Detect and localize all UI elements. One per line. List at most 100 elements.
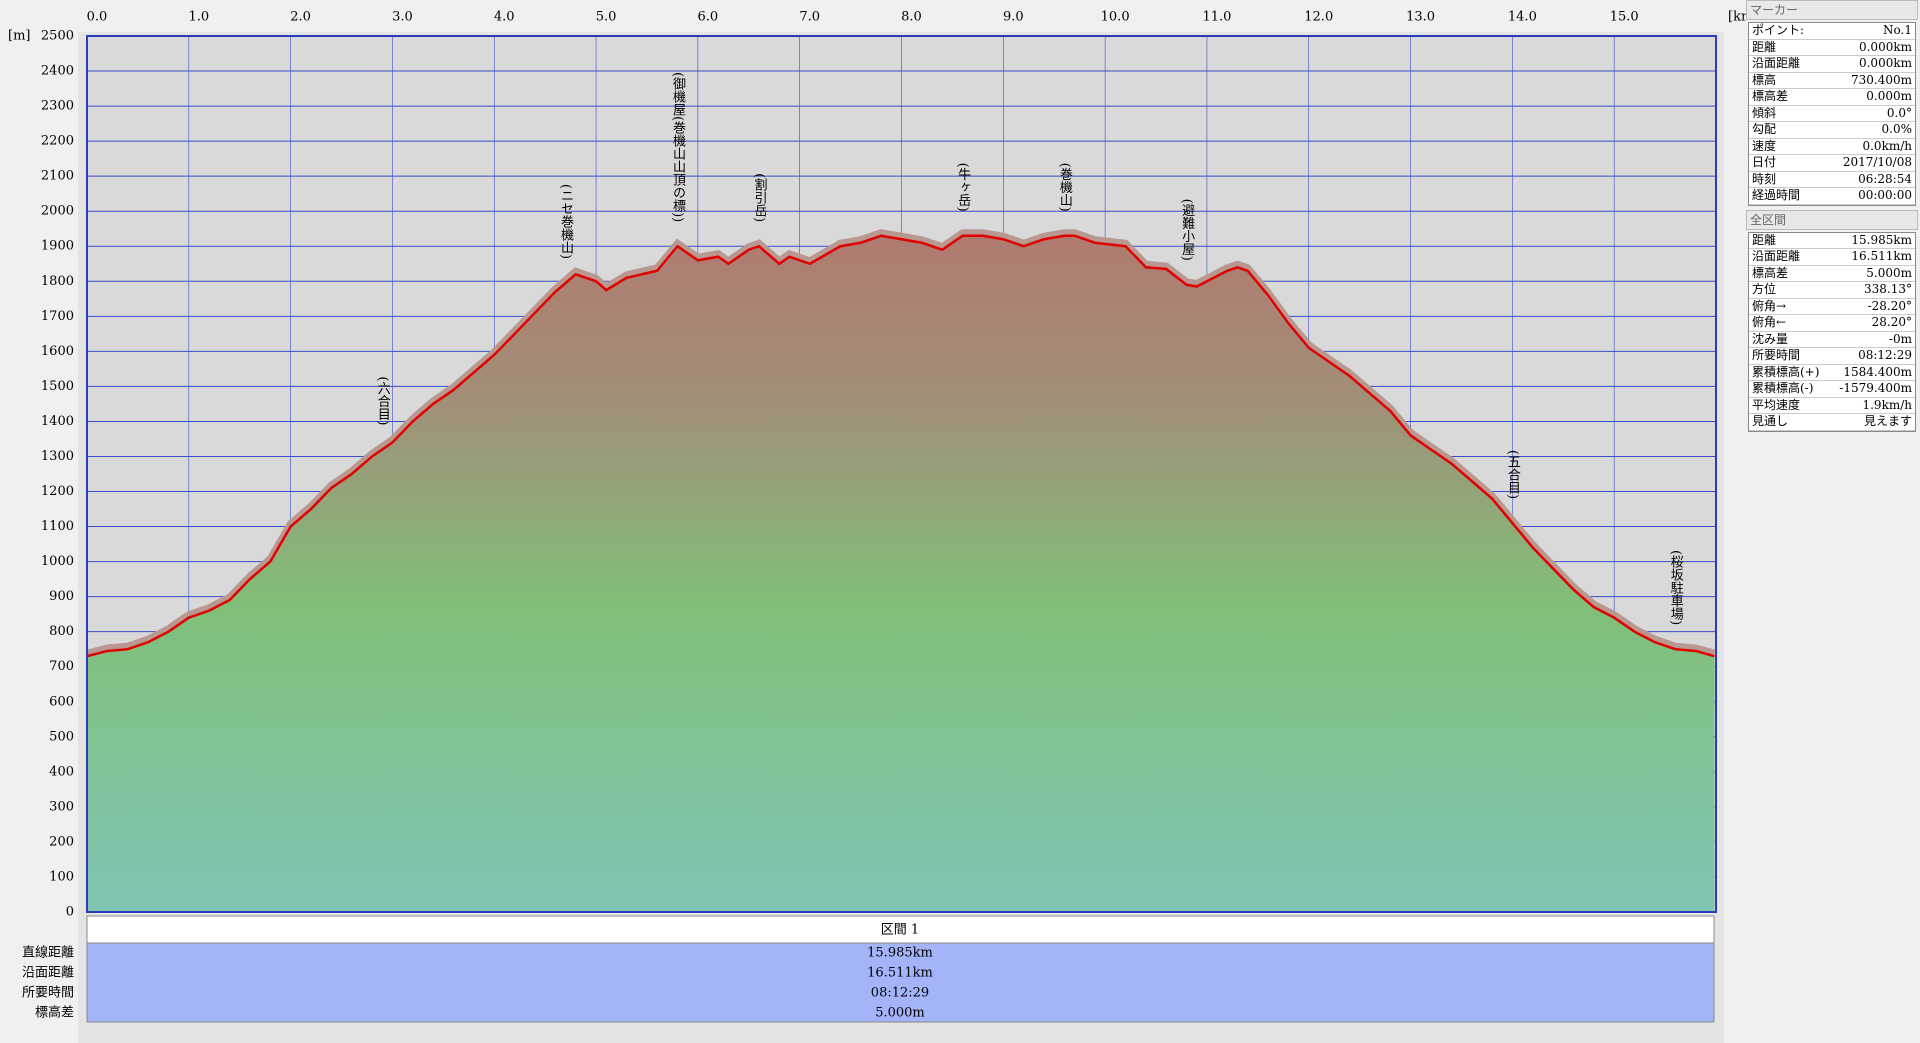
x-unit: [km] xyxy=(1728,10,1746,25)
panel-value: 28.20° xyxy=(1871,315,1912,329)
panel-value: 2017/10/08 xyxy=(1842,155,1912,169)
marker-table: ポイント: No.1 距離 0.000km 沿面距離 0.000km 標高 730.400m 標… xyxy=(1748,22,1916,206)
waypoint-label: (ニセ巻機山) xyxy=(558,184,574,259)
panel-row: 見通し 見えます xyxy=(1749,414,1915,431)
panel-key: 経過時間 xyxy=(1752,188,1801,202)
x-tick-label: 2.0 xyxy=(290,10,311,25)
total-table: 距離 15.985km 沿面距離 16.511km 標高差 5.000m 方位 338.13°… xyxy=(1748,231,1916,432)
panel-row: 距離 15.985km xyxy=(1749,232,1915,249)
x-tick-label: 9.0 xyxy=(1003,10,1024,25)
panel-key: 標高差 xyxy=(1752,265,1789,280)
panel-row: 沈み量 -0m xyxy=(1749,331,1915,348)
panel-row: 沿面距離 0.000km xyxy=(1749,56,1915,73)
row-value: 16.511km xyxy=(867,966,933,981)
y-tick-label: 1700 xyxy=(41,309,74,324)
x-tick-label: 1.0 xyxy=(188,10,209,25)
row-label: 直線距離 xyxy=(22,945,74,961)
panel-row: 日付 2017/10/08 xyxy=(1749,155,1915,172)
panel-key: 平均速度 xyxy=(1752,397,1801,412)
panel-value: 5.000m xyxy=(1866,265,1912,280)
waypoint-label: (六合目) xyxy=(375,376,391,425)
panel-key: ポイント: xyxy=(1752,23,1805,37)
row-value: 5.000m xyxy=(875,1006,925,1021)
panel-key: 速度 xyxy=(1752,138,1777,153)
y-tick-label: 200 xyxy=(49,834,74,849)
y-tick-label: 2100 xyxy=(41,169,74,184)
y-tick-label: 0 xyxy=(66,905,74,920)
y-tick-label: 1500 xyxy=(41,379,74,394)
panel-key: 俯角← xyxy=(1752,315,1787,329)
y-tick-label: 900 xyxy=(49,589,74,604)
y-tick-label: 2400 xyxy=(41,64,74,79)
panel-row: 所要時間 08:12:29 xyxy=(1749,348,1915,365)
row-value: 08:12:29 xyxy=(871,986,929,1001)
panel-value: 00:00:00 xyxy=(1858,188,1912,202)
panel-value: 0.000km xyxy=(1858,39,1912,54)
y-tick-label: 1900 xyxy=(41,239,74,254)
panel-row: 速度 0.0km/h xyxy=(1749,138,1915,155)
panel-row: 傾斜 0.0° xyxy=(1749,105,1915,122)
panel-value: 見えます xyxy=(1863,414,1912,428)
panel-row: 平均速度 1.9km/h xyxy=(1749,397,1915,414)
panel-key: 距離 xyxy=(1752,39,1777,54)
chart: [m] [km] 区間 1 直線距離 15.985km 沿面距離 16.511km 所要… xyxy=(8,10,1746,1043)
y-tick-label: 300 xyxy=(49,799,74,814)
panel-value: 0.0° xyxy=(1886,105,1912,120)
section-header-cell xyxy=(86,915,1715,944)
panel-value: -0m xyxy=(1888,331,1912,346)
panel-row: 標高差 0.000m xyxy=(1749,89,1915,106)
y-tick-label: 1800 xyxy=(41,274,74,289)
panel-key: 標高 xyxy=(1752,72,1777,87)
panel-value: 1584.400m xyxy=(1843,364,1912,379)
plot-border xyxy=(86,35,1717,913)
panel-title: 全区間 xyxy=(1746,209,1918,230)
y-tick-label: 1000 xyxy=(41,554,74,569)
panel-row: 沿面距離 16.511km xyxy=(1749,249,1915,266)
y-tick-label: 800 xyxy=(49,624,74,639)
elevation-shadow xyxy=(86,229,1716,657)
panel-value: 15.985km xyxy=(1851,232,1912,247)
panel-key: 方位 xyxy=(1752,282,1777,296)
panel-value: 16.511km xyxy=(1851,249,1912,263)
waypoint-label: (御機屋(巻機山山頂の標)) xyxy=(670,72,686,222)
panel-value: -28.20° xyxy=(1867,298,1912,313)
y-tick-label: 1600 xyxy=(41,344,74,359)
x-tick-label: 3.0 xyxy=(392,10,413,25)
row-value: 15.985km xyxy=(867,946,933,961)
side-panel: マーカー ポイント: No.1 距離 0.000km 沿面距離 0.000km 標高 730.… xyxy=(1746,0,1918,1043)
x-tick-label: 5.0 xyxy=(596,10,617,25)
panel-value: 0.0km/h xyxy=(1862,138,1912,153)
panel-row: ポイント: No.1 xyxy=(1749,23,1915,40)
y-tick-label: 500 xyxy=(49,729,74,744)
panel-row: 方位 338.13° xyxy=(1749,282,1915,299)
panel-key: 沿面距離 xyxy=(1752,56,1801,70)
y-tick-label: 2300 xyxy=(41,99,74,114)
y-tick-label: 2000 xyxy=(41,204,74,219)
panel-key: 距離 xyxy=(1752,232,1777,247)
waypoint-label: (桜坂駐車場) xyxy=(1668,550,1684,625)
panel-title: マーカー xyxy=(1746,0,1918,20)
x-tick-label: 10.0 xyxy=(1101,10,1130,25)
waypoint-label: (避難小屋) xyxy=(1179,199,1195,261)
row-label: 沿面距離 xyxy=(22,966,74,981)
row-label: 標高差 xyxy=(35,1005,74,1021)
waypoint-label: (割引岳) xyxy=(751,173,767,222)
y-tick-label: 2200 xyxy=(41,134,74,149)
x-tick-label: 6.0 xyxy=(698,10,719,25)
panel-row: 累積標高(+) 1584.400m xyxy=(1749,364,1915,381)
panel-value: -1579.400m xyxy=(1839,381,1912,395)
x-tick-label: 11.0 xyxy=(1202,10,1231,25)
y-tick-label: 2500 xyxy=(41,29,74,44)
panel-key: 標高差 xyxy=(1752,89,1789,103)
panel-value: 06:28:54 xyxy=(1858,171,1912,186)
section-body xyxy=(86,942,1715,1023)
y-tick-label: 600 xyxy=(49,694,74,709)
y-tick-label: 1200 xyxy=(41,484,74,499)
y-unit: [m] xyxy=(8,29,30,44)
waypoint-label: (五合目) xyxy=(1505,450,1521,499)
panel-key: 累積標高(-) xyxy=(1752,381,1814,395)
panel-value: 08:12:29 xyxy=(1858,348,1912,362)
x-tick-label: 0.0 xyxy=(87,10,108,25)
panel-row: 時刻 06:28:54 xyxy=(1749,171,1915,188)
panel-row: 標高差 5.000m xyxy=(1749,265,1915,282)
